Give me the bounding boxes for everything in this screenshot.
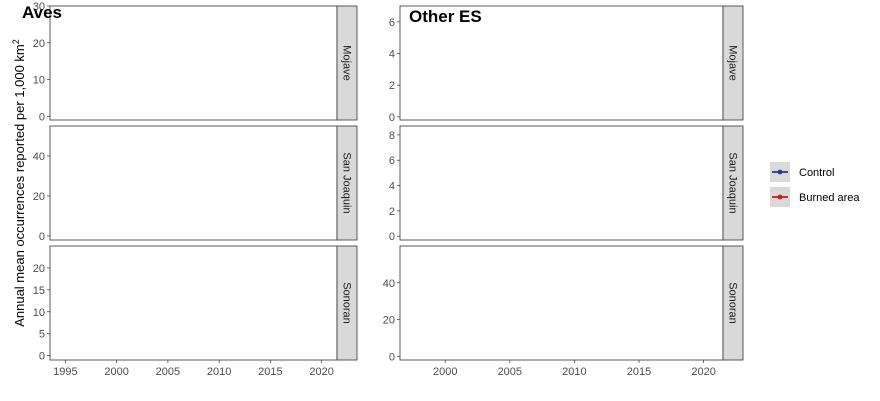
panel-5: Sonoran 0 20 40 2000 2005 2010 2015 2020 [383,245,744,378]
facet-strip [336,5,358,121]
x-tick-label: 2020 [309,366,333,378]
panel-4: Sonoran 0 5 10 15 20 1995 2000 2005 2010 2015 2020 [33,245,358,378]
legend-label-control: Control [799,167,834,179]
facet-strip-label: Sonoran [341,282,353,324]
y-tick-label: 0 [39,111,45,123]
panel-2: San Joaquin 0 20 40 [33,125,358,243]
y-axis: 0 2 4 6 8 [389,130,400,243]
facet-strip [336,125,358,241]
legend-label-burned: Burned area [799,192,860,204]
legend: Control Burned area [770,162,860,207]
y-tick-label: 2 [389,80,395,92]
y-tick-label: 15 [33,285,45,297]
panel-border [399,5,724,121]
title-aves: Aves [22,3,62,22]
y-tick-label: 6 [389,17,395,29]
facet-strip [722,125,744,241]
title-other-es: Other ES [409,7,482,26]
y-axis-label-text: Annual mean occurrences reported per 1,0… [12,44,27,327]
x-tick-label: 2020 [691,366,715,378]
y-tick-label: 0 [39,351,45,363]
y-tick-label: 5 [39,329,45,341]
y-tick-label: 6 [389,155,395,167]
y-tick-label: 10 [33,307,45,319]
y-tick-label: 40 [383,278,395,290]
y-tick-label: 30 [33,1,45,13]
x-tick-label: 2015 [627,366,651,378]
facet-strip [722,245,744,361]
facet-strip [336,245,358,361]
panel-border [49,245,338,361]
x-tick-label: 2005 [156,366,180,378]
panel-3: San Joaquin 0 2 4 6 8 [389,125,744,243]
legend-keys [772,169,788,200]
y-tick-label: 4 [389,49,395,61]
y-axis: 0 2 4 6 [389,17,400,124]
y-axis: 0 20 40 [33,151,50,243]
y-axis-label: Annual mean occurrences reported per 1,0… [11,39,27,327]
y-axis: 0 5 10 15 20 [33,263,50,363]
y-axis: 0 10 20 30 [33,1,50,123]
legend-key-point-burned [777,194,783,200]
y-tick-label: 0 [389,112,395,124]
x-axis: 1995 2000 2005 2010 2015 2020 [53,360,334,378]
y-tick-label: 0 [389,351,395,363]
y-tick-label: 40 [33,151,45,163]
facet-strip-label: Sonoran [727,282,739,324]
x-axis: 2000 2005 2010 2015 2020 [433,360,716,378]
facet-strip [722,5,744,121]
y-axis-label-superscript: 2 [11,39,21,44]
y-tick-label: 20 [33,263,45,275]
panel-1: Mojave 0 2 4 6 [389,5,744,124]
x-tick-label: 2000 [433,366,457,378]
y-tick-label: 20 [33,191,45,203]
y-tick-label: 0 [39,231,45,243]
x-tick-label: 2015 [258,366,282,378]
facet-strip-label: San Joaquin [727,152,739,213]
panel-border [49,5,338,121]
y-tick-label: 8 [389,130,395,142]
panel-border [399,245,724,361]
y-tick-label: 4 [389,181,395,193]
facet-strip-label: Mojave [727,45,739,80]
y-axis: 0 20 40 [383,278,400,363]
x-tick-label: 2010 [207,366,231,378]
facet-strip-label: San Joaquin [341,152,353,213]
y-tick-label: 2 [389,206,395,218]
facet-strip-label: Mojave [341,45,353,80]
y-tick-label: 20 [33,38,45,50]
legend-key-point-control [777,169,783,175]
x-tick-label: 1995 [53,366,77,378]
y-tick-label: 0 [389,231,395,243]
panel-border [49,125,338,241]
panel-0: Mojave 0 10 20 30 [33,1,358,123]
x-tick-label: 2005 [498,366,522,378]
panel-border [399,125,724,241]
y-tick-label: 20 [383,315,395,327]
y-tick-label: 10 [33,75,45,87]
x-tick-label: 2010 [562,366,586,378]
x-tick-label: 2000 [104,366,128,378]
